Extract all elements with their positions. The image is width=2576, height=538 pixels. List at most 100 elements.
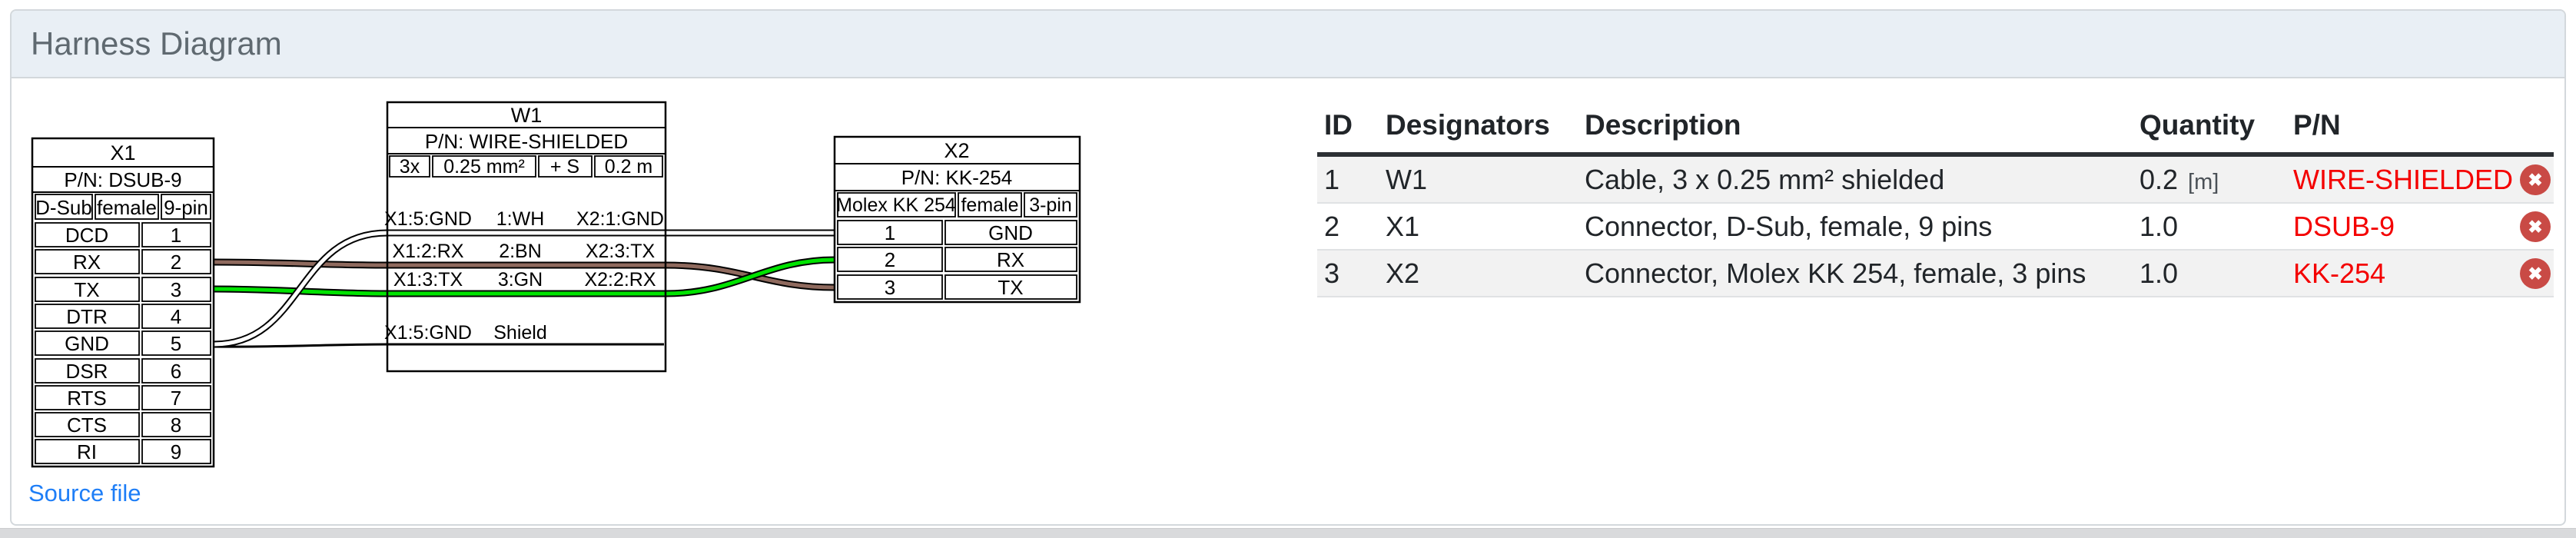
pin-num: 7 [171,387,181,410]
x1-title: X1 [110,141,135,164]
delete-row-button[interactable]: ✖ [2520,164,2551,195]
page-title: Harness Diagram [31,25,282,61]
pin-name: DSR [66,360,108,383]
cell-description: Connector, D-Sub, female, 9 pins [1585,210,1993,242]
table-row: 3 X2 Connector, Molex KK 254, female, 3 … [1317,251,2554,297]
pin-num: 2 [171,251,181,274]
x2-title: X2 [944,139,969,162]
source-file-link[interactable]: Source file [28,480,141,506]
column-header-description: Description [1585,109,1741,141]
wire-bn [213,258,835,291]
x1-pn: P/N: DSUB-9 [64,168,181,191]
page-bottom-strip [0,528,2576,538]
wire-label: 2:BN [499,241,542,262]
w1-pn: P/N: WIRE-SHIELDED [425,130,628,153]
wire-from: X1:5:GND [384,208,472,230]
table-row: 2 X1 Connector, D-Sub, female, 9 pins 1.… [1317,204,2554,251]
pin-num: 3 [885,276,895,299]
x1-pincount: 9-pin [164,196,208,219]
wire-from: X1:3:TX [393,269,463,291]
card-header: Harness Diagram [12,11,2564,78]
column-header-id: ID [1324,109,1353,141]
connector-x1-table [31,137,215,468]
harness-diagram: X1 P/N: DSUB-9 D-Sub female 9-pin DCD 1 R… [31,101,1081,468]
x2-gender: female [961,194,1018,216]
quantity-value: 1.0 [2139,257,2179,289]
table-row: 1 W1 Cable, 3 x 0.25 mm² shielded 0.2 [m]… [1317,157,2554,204]
bom-table: ID Designators Description Quantity P/N … [1317,98,2554,297]
x-circle-icon: ✖ [2528,216,2543,237]
pin-num: 1 [885,221,895,244]
connector-x2-text: X2 P/N: KK-254 Molex KK 254 female 3-pin… [836,139,1072,299]
wire-gn [213,256,835,297]
wire-label: 1:WH [496,208,545,230]
pin-name: TX [998,276,1023,299]
cell-id: 3 [1324,257,1340,289]
shield-label: Shield [493,322,547,344]
w1-length: 0.2 m [605,156,653,178]
wire-label: 3:GN [498,269,543,291]
pin-name: RTS [67,387,107,410]
pin-name: GND [65,332,109,355]
wire-wh [213,229,835,348]
cell-id: 1 [1324,163,1340,195]
pin-num: 4 [171,305,181,328]
pin-num: 5 [171,332,181,355]
column-header-pn: P/N [2293,109,2341,141]
pin-num: 9 [171,440,181,463]
wire-shield [213,343,664,348]
column-header-quantity: Quantity [2139,109,2256,141]
x2-pn: P/N: KK-254 [901,166,1013,189]
cell-quantity: 1.0 [2133,257,2286,290]
pin-name: RX [997,248,1024,271]
pin-num: 2 [885,248,895,271]
cell-description: Cable, 3 x 0.25 mm² shielded [1585,163,1945,195]
wire-to: X2:3:TX [586,241,656,262]
pin-name: RI [77,440,97,463]
cell-pn-link[interactable]: WIRE-SHIELDED [2293,163,2514,195]
delete-row-button[interactable]: ✖ [2520,211,2551,242]
connector-x1-text: X1 P/N: DSUB-9 D-Sub female 9-pin DCD 1 R… [35,141,208,463]
column-header-designators: Designators [1386,109,1550,141]
pin-name: GND [988,221,1033,244]
pin-name: TX [74,278,99,301]
pin-num: 1 [171,224,181,247]
pin-num: 8 [171,413,181,437]
cable-w1-text: W1 P/N: WIRE-SHIELDED 3x 0.25 mm² + S 0.… [384,104,664,344]
w1-wirecount: 3x [400,156,420,178]
pin-name: CTS [67,413,107,437]
wire-to: X2:1:GND [576,208,664,230]
x2-pincount: 3-pin [1029,194,1072,216]
wire-from: X1:2:RX [392,241,463,262]
shield-from: X1:5:GND [384,322,472,344]
w1-gauge: 0.25 mm² [443,156,525,178]
pin-num: 3 [171,278,181,301]
pin-name: DTR [66,305,107,328]
quantity-unit: [m] [2188,169,2219,194]
pin-name: RX [73,251,101,274]
cell-quantity: 0.2 [m] [2133,164,2286,196]
cell-designators: X1 [1386,210,1420,242]
w1-shield-flag: + S [550,156,579,178]
quantity-value: 1.0 [2139,210,2179,242]
delete-row-button[interactable]: ✖ [2520,257,2551,289]
x1-type: D-Sub [35,196,92,219]
wire-to: X2:2:RX [584,269,656,291]
w1-title: W1 [511,104,543,127]
bom-table-header: ID Designators Description Quantity P/N [1317,98,2554,157]
pin-name: DCD [65,224,108,247]
cell-pn-link[interactable]: KK-254 [2293,257,2386,289]
cell-designators: X2 [1386,257,1420,289]
cell-description: Connector, Molex KK 254, female, 3 pins [1585,257,2086,289]
cell-designators: W1 [1386,163,1427,195]
pin-num: 6 [171,360,181,383]
cable-w1-table [386,101,667,373]
x-circle-icon: ✖ [2528,169,2543,190]
cell-pn-link[interactable]: DSUB-9 [2293,210,2395,242]
connector-x2-table [833,135,1081,304]
x1-gender: female [97,196,157,219]
quantity-value: 0.2 [2139,163,2179,195]
x2-type: Molex KK 254 [836,194,956,216]
x-circle-icon: ✖ [2528,263,2543,284]
cell-quantity: 1.0 [2133,211,2286,243]
